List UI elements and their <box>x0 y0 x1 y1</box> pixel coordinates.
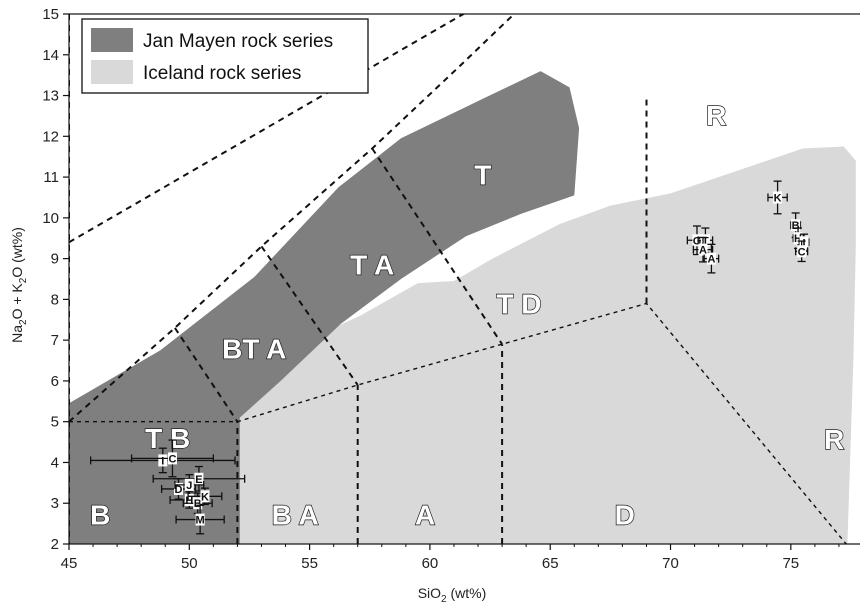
region-label: A <box>415 500 435 531</box>
legend-swatch <box>91 28 133 52</box>
sample-label-bg <box>698 243 708 256</box>
y-tick-label: 11 <box>43 169 59 186</box>
rock-series-fields <box>69 71 856 544</box>
sample-label-bg <box>797 245 807 258</box>
jan-mayen-field <box>69 71 580 544</box>
y-tick-label: 4 <box>51 454 59 471</box>
y-tick-label: 2 <box>51 536 59 553</box>
region-label: D <box>615 500 635 531</box>
region-label: BT A <box>222 333 286 364</box>
y-tick-label: 15 <box>42 6 59 23</box>
sample-label: H <box>185 495 193 507</box>
sample-label: E <box>195 474 202 486</box>
x-tick-label: 60 <box>422 555 439 572</box>
sample-label-bg <box>184 478 194 491</box>
sample-point: K <box>767 180 788 215</box>
legend: Jan Mayen rock series Iceland rock series <box>81 18 369 94</box>
y-tick-label: 12 <box>42 128 59 145</box>
x-axis-title: SiO2 (wt%) <box>418 585 487 605</box>
region-label: T <box>474 160 491 191</box>
sample-point: C <box>130 439 215 478</box>
sample-label: H <box>794 233 802 245</box>
sample-point: I <box>90 447 236 474</box>
sample-label: A <box>699 245 707 257</box>
x-tick-label: 55 <box>301 555 318 572</box>
y-tick-label: 7 <box>51 332 59 349</box>
x-tick-label: 65 <box>542 555 559 572</box>
iceland-field <box>153 146 856 544</box>
plot-frame <box>68 13 860 545</box>
sample-point: A <box>703 243 720 274</box>
sample-label-bg <box>193 497 203 510</box>
sample-label-bg <box>793 232 803 245</box>
region-label: T A <box>350 250 394 281</box>
sample-label: I <box>803 237 806 249</box>
sample-label: D <box>174 484 182 496</box>
y-tick-label: 3 <box>51 495 59 512</box>
y-tick-label: 6 <box>51 373 59 390</box>
sample-label: B <box>194 498 202 510</box>
y-tick-label: 9 <box>51 251 59 268</box>
sample-point: C <box>794 240 809 263</box>
y-tick-label: 14 <box>42 47 59 64</box>
sample-label-bg <box>773 191 783 204</box>
sample-label: K <box>201 491 209 503</box>
sample-label: C <box>798 246 806 258</box>
sample-point: A <box>692 236 714 263</box>
sample-label: G <box>693 235 702 247</box>
sample-label-bg <box>195 513 205 526</box>
sample-point: K <box>187 487 223 506</box>
sample-point: D <box>160 478 196 500</box>
region-label: B <box>90 500 110 531</box>
sample-point: M <box>175 504 225 535</box>
y-tick-label: 10 <box>42 210 59 227</box>
region-label: T B <box>145 423 190 454</box>
y-axis-title: Na2O + K2O (wt%) <box>9 227 29 343</box>
x-tick-label: 70 <box>662 555 679 572</box>
region-label: B A <box>272 500 319 531</box>
sample-label-bg <box>700 234 710 247</box>
sample-label: J <box>186 480 192 492</box>
y-tick-label: 8 <box>51 291 59 308</box>
x-tick-label: 45 <box>61 555 78 572</box>
sample-label: M <box>196 515 205 527</box>
sample-label-bg <box>799 236 809 249</box>
sample-label-bg <box>791 219 801 232</box>
y-tick-label: 13 <box>42 88 59 105</box>
boundary-line <box>69 14 515 423</box>
sample-label-bg <box>184 493 194 506</box>
sample-label-bg <box>194 472 204 485</box>
sample-label-bg <box>158 454 168 467</box>
sample-label-bg <box>706 252 716 265</box>
sample-label-bg <box>200 490 210 503</box>
x-tick-label: 75 <box>782 555 799 572</box>
region-label: R <box>706 100 726 131</box>
y-tick-label: 5 <box>51 414 59 431</box>
sample-label-bg <box>167 452 177 465</box>
sample-label: A <box>707 254 715 266</box>
sample-label-bg <box>173 482 183 495</box>
boundary-line <box>174 327 239 423</box>
legend-swatch <box>91 60 133 84</box>
region-label: T D <box>496 288 541 319</box>
legend-label: Iceland rock series <box>143 63 301 84</box>
sample-label: C <box>168 453 176 465</box>
region-label: R <box>824 424 844 455</box>
sample-point: G <box>686 225 708 256</box>
x-tick-label: 50 <box>181 555 198 572</box>
sample-point: B <box>182 492 213 515</box>
sample-label: I <box>161 455 164 467</box>
boundary-line <box>69 302 847 544</box>
legend-label: Jan Mayen rock series <box>143 31 333 52</box>
sample-label: K <box>774 192 782 204</box>
sample-label: T <box>702 235 709 247</box>
sample-label: B <box>792 220 800 232</box>
sample-label-bg <box>692 234 702 247</box>
